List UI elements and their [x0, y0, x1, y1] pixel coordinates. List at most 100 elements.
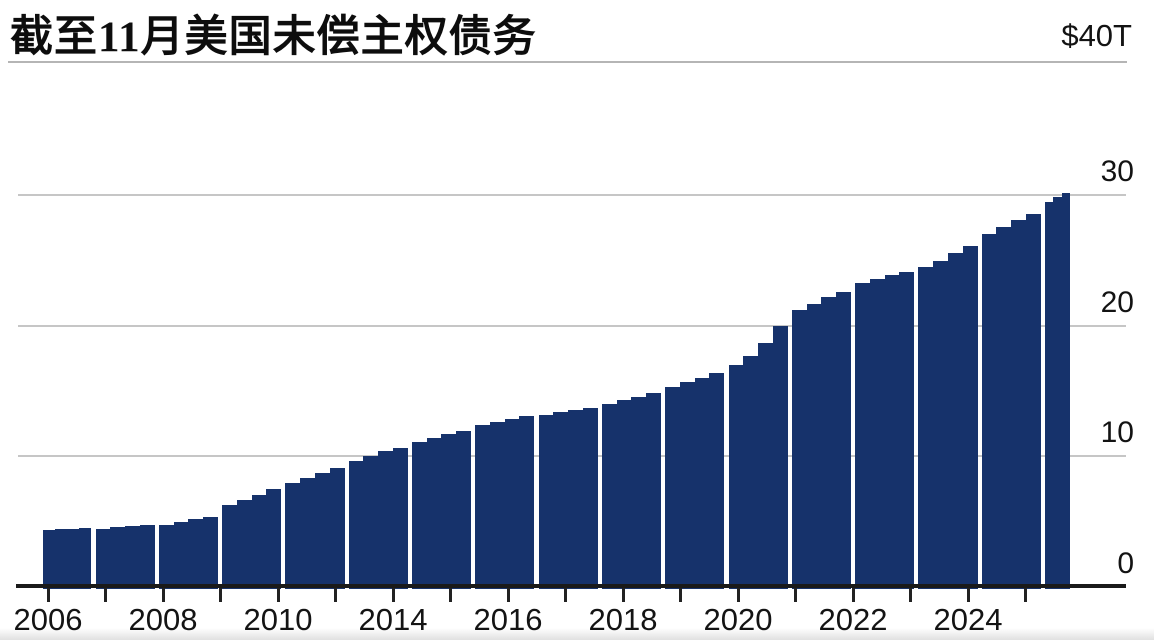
debt-bar-segment	[67, 528, 80, 589]
debt-bar-segment	[582, 408, 598, 589]
debt-bar-segment	[694, 377, 710, 589]
y-axis-unit-label: $40T	[1061, 18, 1132, 53]
debt-bar-segment	[456, 430, 472, 589]
x-axis-label: 2010	[243, 602, 313, 637]
debt-bar-segment	[728, 365, 744, 589]
x-axis-tick	[391, 588, 395, 602]
debt-bar-segment	[806, 303, 822, 589]
bottom-shade	[0, 628, 1154, 640]
debt-bar-segment	[266, 489, 282, 589]
debt-bar-segment	[300, 477, 316, 589]
x-axis-tick	[334, 588, 337, 602]
x-axis-label: 2020	[703, 602, 773, 637]
debt-bar-segment	[1011, 220, 1027, 589]
debt-bar-segment	[222, 505, 238, 589]
debt-bar-segment	[1045, 201, 1054, 589]
debt-bar-segment	[412, 442, 428, 589]
debt-bar-segment	[538, 414, 554, 589]
debt-bar-segment	[392, 447, 408, 589]
debt-bar-segment	[490, 422, 506, 589]
x-axis-tick	[219, 588, 222, 602]
x-axis-tick	[851, 588, 855, 602]
debt-bar-segment	[378, 451, 394, 589]
x-axis-label: 2008	[128, 602, 198, 637]
x-axis-tick	[449, 588, 452, 602]
x-axis-label: 2006	[13, 602, 83, 637]
debt-bar-segment	[855, 282, 871, 589]
debt-bar-segment	[1025, 213, 1041, 589]
debt-bar-segment	[835, 291, 851, 589]
debt-bar-segment	[55, 529, 68, 589]
debt-bar-segment	[869, 278, 885, 589]
debt-bar-segment	[251, 494, 267, 589]
x-axis-tick	[909, 588, 912, 602]
debt-bar-segment	[996, 227, 1012, 589]
x-axis-tick	[679, 588, 682, 602]
debt-bar-segment	[665, 387, 681, 589]
debt-bar-segment	[348, 460, 364, 589]
debt-bar-segment	[95, 528, 111, 589]
debt-bar-segment	[947, 252, 963, 589]
debt-bar-segment	[631, 396, 647, 589]
debt-bar-segment	[568, 410, 584, 589]
debt-bar-segment	[918, 267, 934, 589]
x-axis-label: 2018	[588, 602, 658, 637]
debt-bar-segment	[236, 499, 252, 589]
x-axis-label: 2014	[358, 602, 428, 637]
gridline-30t	[18, 193, 1126, 196]
debt-bar-segment	[441, 434, 457, 589]
y-axis-label: 30	[1100, 154, 1134, 188]
x-axis-tick	[621, 588, 625, 602]
debt-bar-segment	[1061, 192, 1071, 589]
debt-bar-segment	[1053, 196, 1062, 589]
y-axis-label: 10	[1100, 416, 1134, 450]
debt-bar-segment	[475, 425, 491, 589]
debt-bar-segment	[139, 525, 155, 589]
debt-bar-segment	[426, 438, 442, 589]
debt-bar-segment	[821, 297, 837, 589]
debt-bar-segment	[329, 468, 345, 589]
y-axis-label: 0	[1117, 547, 1134, 580]
debt-bar-segment	[899, 272, 915, 589]
x-axis-tick	[46, 588, 50, 602]
debt-bar-segment	[743, 356, 759, 589]
debt-bar-segment	[43, 529, 56, 589]
chart-title: 截至11月美国未偿主权债务	[10, 14, 537, 61]
debt-bar-segment	[504, 418, 520, 589]
x-axis-tick	[506, 588, 510, 602]
x-axis-tick	[736, 588, 740, 602]
x-axis-line	[16, 584, 1126, 588]
x-axis-tick	[966, 588, 970, 602]
x-axis-tick	[794, 588, 797, 602]
x-axis-label: 2024	[933, 602, 1003, 637]
debt-bar-segment	[884, 274, 900, 589]
debt-bar-segment	[553, 412, 569, 589]
debt-bar-segment	[363, 456, 379, 589]
y-axis-label: 20	[1100, 285, 1134, 319]
debt-bar-segment	[791, 310, 807, 589]
debt-bar-segment	[981, 234, 997, 589]
x-axis-tick	[161, 588, 165, 602]
x-axis-tick	[1024, 588, 1027, 602]
debt-bar-segment	[709, 373, 725, 589]
debt-bar-segment	[933, 260, 949, 589]
gridline-20t	[18, 324, 1126, 327]
x-axis-tick	[104, 588, 107, 602]
debt-bar-segment	[124, 525, 140, 589]
gridline-40t-title-rule	[8, 61, 1127, 63]
debt-bar-segment	[202, 516, 218, 589]
debt-bar-segment	[679, 382, 695, 589]
debt-bar-segment	[188, 519, 204, 589]
debt-bar-segment	[601, 404, 617, 589]
debt-bar-segment	[158, 524, 174, 589]
debt-bar-segment	[757, 342, 773, 589]
debt-bar-segment	[110, 527, 126, 589]
x-axis-tick	[276, 588, 280, 602]
x-axis-tick	[564, 588, 567, 602]
debt-bar-segment	[519, 416, 535, 589]
debt-bar-segment	[314, 472, 330, 589]
debt-bar-segment	[646, 392, 662, 589]
x-axis-label: 2016	[473, 602, 543, 637]
debt-bar-segment	[616, 400, 632, 589]
